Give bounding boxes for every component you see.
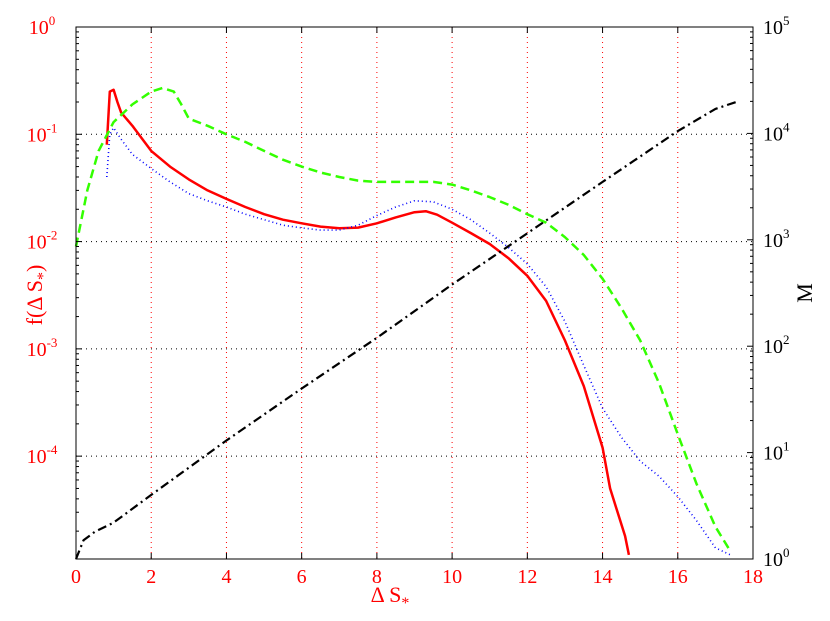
x-axis-label-sub: * bbox=[401, 595, 409, 612]
y-tick-label: 10-4 bbox=[27, 442, 58, 468]
y-axis-label-sub: * bbox=[35, 272, 52, 280]
y2-tick-label: 104 bbox=[763, 119, 790, 145]
x-axis-label-main: Δ S bbox=[371, 582, 402, 607]
series-line-2 bbox=[106, 127, 731, 556]
x-tick-label: 2 bbox=[146, 566, 156, 588]
y2-tick-label: 102 bbox=[763, 332, 790, 358]
x-tick-label: 10 bbox=[442, 566, 462, 588]
y-tick-label: 10-1 bbox=[27, 120, 58, 146]
y-tick-label: 100 bbox=[29, 13, 56, 39]
series-line-1 bbox=[105, 88, 631, 556]
y-axis-label-main: f(Δ S bbox=[22, 280, 47, 325]
plot-area bbox=[74, 86, 739, 560]
x-tick-label: 0 bbox=[71, 566, 81, 588]
y-tick-label: 10-3 bbox=[27, 335, 58, 361]
y-axis-label: f(Δ S*) bbox=[22, 265, 52, 326]
x-tick-label: 4 bbox=[221, 566, 231, 588]
x-tick-label: 12 bbox=[517, 566, 537, 588]
y2-tick-label: 100 bbox=[763, 545, 790, 571]
series-line-4 bbox=[74, 100, 739, 560]
x-tick-label: 6 bbox=[297, 566, 307, 588]
y2-tick-label: 103 bbox=[763, 226, 790, 252]
x-tick-label: 18 bbox=[743, 566, 763, 588]
x-tick-label: 8 bbox=[372, 566, 382, 588]
y2-axis-label: M bbox=[792, 283, 817, 303]
plot-frame bbox=[75, 26, 754, 560]
x-tick-label: 16 bbox=[668, 566, 688, 588]
y-tick-label: 10-2 bbox=[27, 228, 58, 254]
y-axis-label-close: ) bbox=[22, 265, 47, 272]
y2-tick-label: 101 bbox=[763, 439, 790, 465]
axes: 0 2 4 6 8 10 12 14 16 1810010-110-210-310-4100101… bbox=[27, 13, 790, 588]
x-tick-label: 14 bbox=[593, 566, 613, 588]
series-line-3 bbox=[74, 86, 732, 552]
y2-tick-label: 105 bbox=[763, 13, 790, 39]
grid-lines bbox=[76, 27, 753, 559]
x-axis-label: Δ S* bbox=[371, 582, 410, 612]
